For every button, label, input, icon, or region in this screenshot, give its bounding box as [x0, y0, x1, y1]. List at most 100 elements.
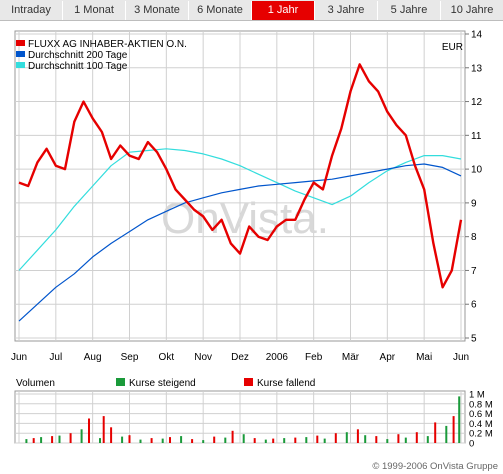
- volume-axis-ticks: 1 M0.8 M0.6 M0.4 M0.2 M0: [469, 390, 493, 450]
- volume-bar: [253, 438, 256, 443]
- volume-bar: [88, 418, 90, 443]
- volume-legend: Kurse steigend Kurse fallend: [116, 378, 315, 389]
- volume-tick-label: 0.6 M: [469, 409, 493, 420]
- volume-bars: [25, 396, 461, 444]
- legend-entry: Durchschnitt 100 Tage: [28, 61, 128, 72]
- legend-swatch: [16, 62, 25, 68]
- price-line: [18, 63, 463, 289]
- volume-bar: [110, 427, 113, 443]
- volume-bar: [364, 435, 367, 443]
- x-tick-label: Apr: [380, 352, 396, 363]
- volume-bar: [434, 422, 437, 443]
- price-chart: OnVista. FLUXX AG INHABER-AKTIEN O.N.Dur…: [11, 30, 498, 473]
- y-tick-label: 7: [471, 266, 477, 277]
- tab-6-monate[interactable]: 6 Monate: [189, 1, 252, 20]
- volume-bar: [452, 416, 455, 443]
- currency-label: EUR: [442, 42, 463, 53]
- volume-legend-entry: Kurse fallend: [257, 378, 315, 389]
- volume-bar: [69, 433, 72, 443]
- y-tick-label: 12: [471, 97, 483, 108]
- x-tick-label: Aug: [84, 352, 102, 363]
- volume-bar: [334, 433, 337, 443]
- volume-bar: [415, 432, 418, 443]
- tab-1-monat[interactable]: 1 Monat: [63, 1, 126, 20]
- legend-entry: FLUXX AG INHABER-AKTIEN O.N.: [28, 39, 187, 50]
- volume-bar: [202, 440, 205, 443]
- volume-legend-swatch: [116, 378, 125, 386]
- volume-bar: [80, 429, 83, 443]
- tab-3-jahre[interactable]: 3 Jahre: [315, 1, 378, 20]
- volume-tick-label: 0.4 M: [469, 419, 493, 430]
- x-tick-label: Jun: [453, 352, 469, 363]
- volume-bar: [386, 439, 389, 443]
- volume-bar: [58, 435, 61, 443]
- volume-tick-label: 0.8 M: [469, 399, 493, 410]
- volume-bar: [40, 437, 43, 443]
- volume-bar: [272, 438, 275, 443]
- tab-5-jahre[interactable]: 5 Jahre: [378, 1, 441, 20]
- y-tick-label: 6: [471, 300, 477, 311]
- volume-bar: [305, 437, 308, 443]
- volume-legend-swatch: [244, 378, 253, 386]
- x-tick-label: Dez: [231, 352, 249, 363]
- volume-bar: [231, 430, 234, 444]
- price-series: [18, 63, 463, 289]
- volume-bar: [180, 436, 183, 443]
- volume-bar: [161, 438, 164, 443]
- volume-bar: [283, 438, 286, 443]
- volume-bar: [345, 432, 348, 443]
- volume-bar: [128, 435, 131, 443]
- ma200-series: [18, 163, 462, 322]
- volume-bar: [397, 434, 400, 443]
- y-tick-label: 8: [471, 232, 477, 243]
- volume-bar: [139, 439, 142, 443]
- volume-bar: [316, 435, 319, 443]
- y-tick-label: 9: [471, 198, 477, 209]
- volume-bar: [102, 416, 105, 443]
- y-tick-label: 10: [471, 165, 483, 176]
- tab-intraday[interactable]: Intraday: [0, 1, 63, 20]
- x-tick-label: Okt: [159, 352, 175, 363]
- volume-bar: [213, 436, 216, 443]
- ma100-line: [18, 148, 462, 271]
- x-tick-label: Nov: [194, 352, 212, 363]
- y-tick-label: 13: [471, 63, 483, 74]
- volume-bar: [242, 434, 245, 443]
- volume-bar: [25, 439, 28, 443]
- volume-title: Volumen: [16, 378, 55, 389]
- tab-1-jahr[interactable]: 1 Jahr: [252, 1, 315, 20]
- volume-bar: [32, 438, 35, 443]
- volume-tick-label: 0.2 M: [469, 429, 493, 440]
- volume-bar: [445, 425, 448, 443]
- x-tick-label: Mai: [416, 352, 432, 363]
- month-axis-labels: Jun Jul Aug Sep Okt Nov Dez 2006 Feb Mär Apr Mai Jun: [11, 352, 469, 363]
- volume-bar: [51, 436, 54, 443]
- x-tick-label: Jun: [11, 352, 27, 363]
- x-tick-label: Jul: [49, 352, 62, 363]
- copyright-text: © 1999-2006 OnVista Gruppe: [372, 461, 498, 472]
- x-tick-label: Sep: [121, 352, 139, 363]
- volume-bar: [375, 436, 378, 443]
- legend-swatch: [16, 51, 25, 57]
- ma100-series: [18, 148, 462, 271]
- volume-bar: [458, 396, 461, 443]
- legend: FLUXX AG INHABER-AKTIEN O.N.Durchschnitt…: [16, 39, 187, 72]
- volume-tick-label: 0: [469, 439, 474, 450]
- x-tick-label: Mär: [342, 352, 360, 363]
- volume-bar: [150, 438, 153, 443]
- volume-bar: [404, 437, 407, 443]
- tab-3-monate[interactable]: 3 Monate: [126, 1, 189, 20]
- volume-bar: [356, 429, 359, 443]
- volume-bar: [294, 437, 297, 443]
- legend-entry: Durchschnitt 200 Tage: [28, 50, 128, 61]
- y-tick-label: 14: [471, 30, 483, 41]
- ma200-line: [18, 163, 462, 322]
- y-tick-label: 5: [471, 334, 477, 345]
- volume-bar: [121, 436, 124, 443]
- volume-legend-entry: Kurse steigend: [129, 378, 196, 389]
- x-tick-label: 2006: [266, 352, 289, 363]
- price-axis-ticks: 5 6 7 8 9 10 11 12 13 14: [465, 30, 483, 345]
- tab-10-jahre[interactable]: 10 Jahre: [450, 4, 494, 16]
- volume-bar: [169, 437, 171, 443]
- volume-bar: [426, 436, 429, 443]
